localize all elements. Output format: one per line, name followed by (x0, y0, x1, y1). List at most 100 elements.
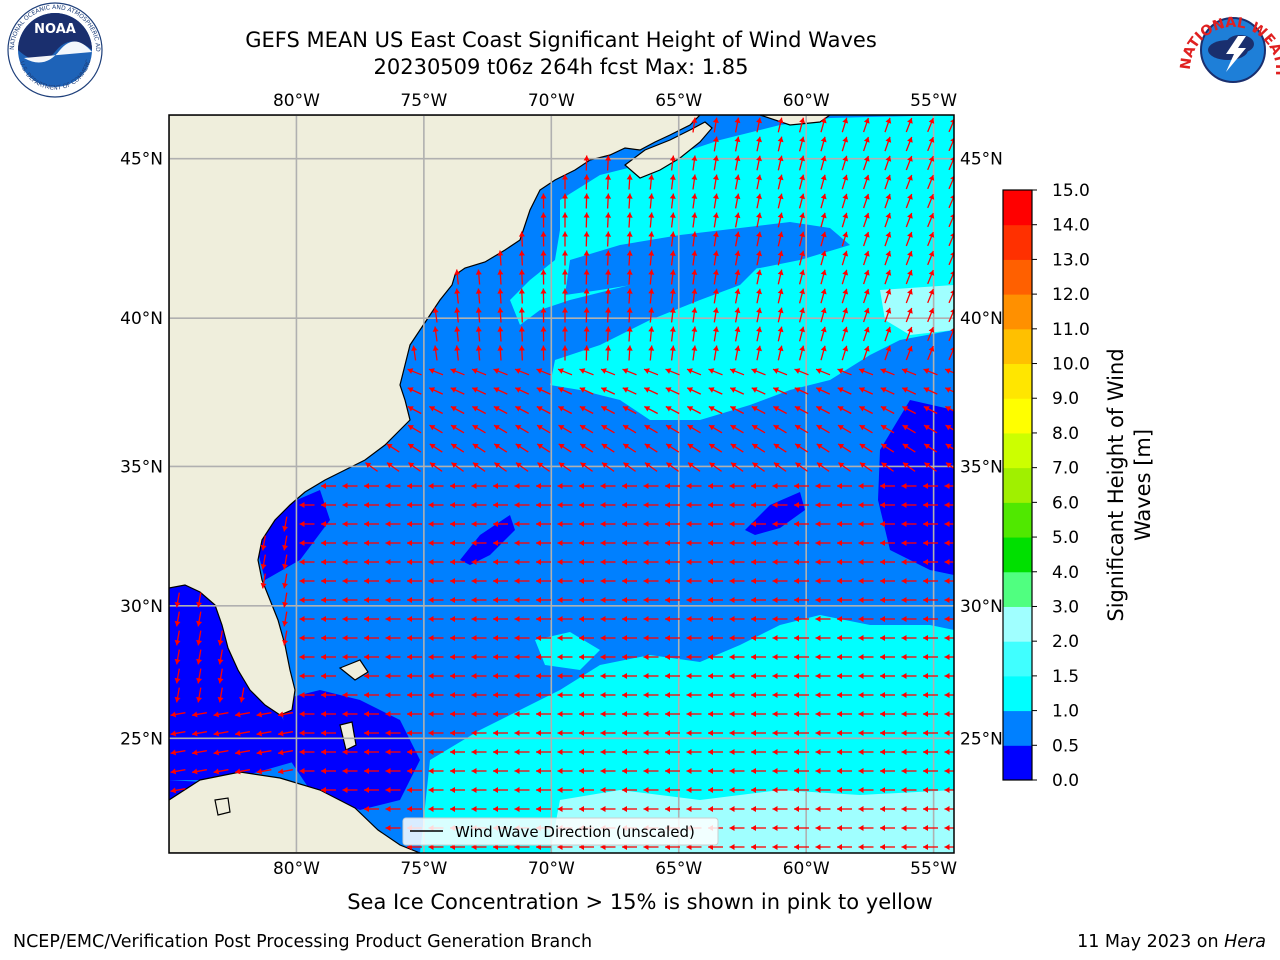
wave-direction-arrow-head (407, 692, 412, 698)
wave-direction-arrow-head (643, 502, 649, 508)
wave-direction-arrow-head (342, 597, 348, 603)
wave-direction-arrow-head (583, 269, 590, 275)
wave-direction-arrow (948, 327, 954, 342)
wave-direction-arrow-head (472, 368, 478, 374)
wave-direction-arrow-head (562, 288, 568, 294)
wave-direction-arrow-head (751, 749, 756, 755)
wave-direction-arrow-head (734, 155, 741, 162)
wave-direction-arrow-head (815, 521, 821, 527)
wave-direction-arrow-head (579, 787, 584, 793)
axis-tick-labels: 80°W 80°W 75°W 75°W 70°W 70°W 65°W 65°W 60°W 60°W… (120, 91, 1003, 879)
wave-direction-arrow-head (691, 155, 698, 161)
wave-direction-arrow-head (837, 368, 844, 374)
wave-direction-arrow-head (815, 825, 821, 831)
wave-direction-arrow-head (514, 616, 520, 622)
wave-direction-arrow-head (497, 345, 504, 351)
wave-direction-arrow-head (686, 483, 692, 489)
wave-direction-arrow-head (820, 117, 827, 124)
wave-direction-arrow-head (622, 635, 627, 641)
wave-direction-arrow-head (428, 616, 434, 622)
wave-direction-arrow-head (518, 231, 525, 237)
wave-direction-arrow-head (579, 406, 586, 412)
wave-direction-arrow-head (669, 345, 676, 351)
wave-direction-arrow-head (605, 193, 612, 199)
wave-direction-arrow-head (493, 635, 498, 641)
wave-direction-arrow-head (772, 483, 778, 489)
wave-direction-arrow-head (648, 231, 655, 237)
wave-direction-arrow-head (408, 443, 415, 450)
wave-direction-arrow-head (880, 597, 885, 603)
wave-direction-arrow-head (665, 730, 670, 736)
wave-direction-arrow-head (429, 387, 435, 393)
wave-direction-arrow-head (364, 559, 369, 565)
wave-direction-arrow-head (497, 250, 504, 256)
wave-direction-arrow-head (924, 443, 931, 450)
wave-direction-arrow-head (665, 387, 672, 393)
colorbar-swatch (1003, 606, 1032, 642)
wave-direction-arrow-head (299, 673, 305, 679)
wave-direction-arrow-head (475, 269, 482, 275)
colorbar-swatch (1003, 328, 1032, 365)
wave-direction-arrow (948, 118, 954, 133)
wave-direction-arrow-head (901, 654, 907, 660)
wave-direction-arrow-head (842, 326, 849, 333)
wave-direction-arrow-head (622, 502, 627, 508)
wave-direction-arrow-head (174, 639, 181, 646)
wave-direction-arrow-head (385, 483, 391, 489)
wave-direction-arrow-head (923, 559, 928, 565)
wave-direction-arrow-head (428, 635, 434, 641)
wave-direction-arrow-head (580, 425, 586, 431)
wave-direction-arrow-head (881, 462, 888, 468)
wave-direction-arrow-head (772, 616, 778, 622)
wave-direction-arrow-head (944, 559, 950, 565)
wave-direction-arrow-head (278, 711, 284, 718)
wave-direction-arrow-head (239, 696, 245, 703)
wave-direction-arrow-head (536, 502, 541, 508)
wave-direction-arrow-head (815, 749, 821, 755)
wave-direction-arrow-head (321, 597, 326, 603)
wave-direction-arrow-head (497, 307, 504, 313)
wave-direction-arrow-head (278, 768, 284, 775)
wave-direction-arrow-head (450, 521, 455, 527)
wave-direction-arrow-head (407, 654, 412, 660)
wave-direction-arrow-head (777, 212, 784, 219)
wave-direction-arrow-head (364, 483, 369, 489)
wave-direction-arrow-head (665, 502, 670, 508)
wave-direction-arrow-head (583, 345, 590, 351)
wave-direction-arrow-head (858, 654, 864, 660)
wave-direction-arrow-head (562, 174, 568, 180)
wave-direction-arrow-head (407, 711, 412, 717)
wave-direction-arrow-head (407, 387, 414, 393)
wave-direction-arrow-head (837, 711, 842, 717)
wave-direction-arrow-head (950, 270, 954, 276)
wave-direction-arrow-head (385, 806, 391, 812)
wave-direction-arrow-head (863, 326, 870, 333)
wave-direction-arrow-head (385, 673, 391, 679)
wave-direction-arrow-head (945, 425, 952, 431)
wave-direction-arrow-head (518, 250, 525, 256)
wave-direction-arrow-head (562, 231, 568, 237)
wave-direction-arrow-head (734, 269, 741, 276)
wave-direction-arrow (948, 308, 954, 323)
wave-direction-arrow-head (686, 730, 692, 736)
wave-direction-arrow-head (386, 462, 393, 468)
wave-direction-arrow-head (880, 502, 885, 508)
wave-direction-arrow-head (686, 692, 692, 698)
wave-direction-arrow-head (902, 387, 908, 393)
wave-direction-arrow-head (708, 578, 713, 584)
wave-direction-arrow-head (342, 692, 348, 698)
land-island-abaco (338, 659, 369, 681)
wave-direction-arrow-head (321, 654, 326, 660)
land-north-america (169, 115, 701, 716)
wave-direction-arrow-head (557, 559, 563, 565)
wave-direction-arrow-head (665, 483, 670, 489)
wave-direction-arrow-head (558, 406, 565, 412)
wave-direction-arrow-head (751, 483, 756, 489)
wave-direction-arrow-head (579, 654, 584, 660)
wave-direction-arrow-head (729, 806, 735, 812)
wave-direction-arrow-head (428, 806, 434, 812)
wave-region-northern-cyan (510, 115, 954, 420)
wave-direction-arrow-head (669, 326, 676, 332)
wave-direction-arrow-head (450, 806, 455, 812)
wave-direction-arrow-head (493, 787, 498, 793)
